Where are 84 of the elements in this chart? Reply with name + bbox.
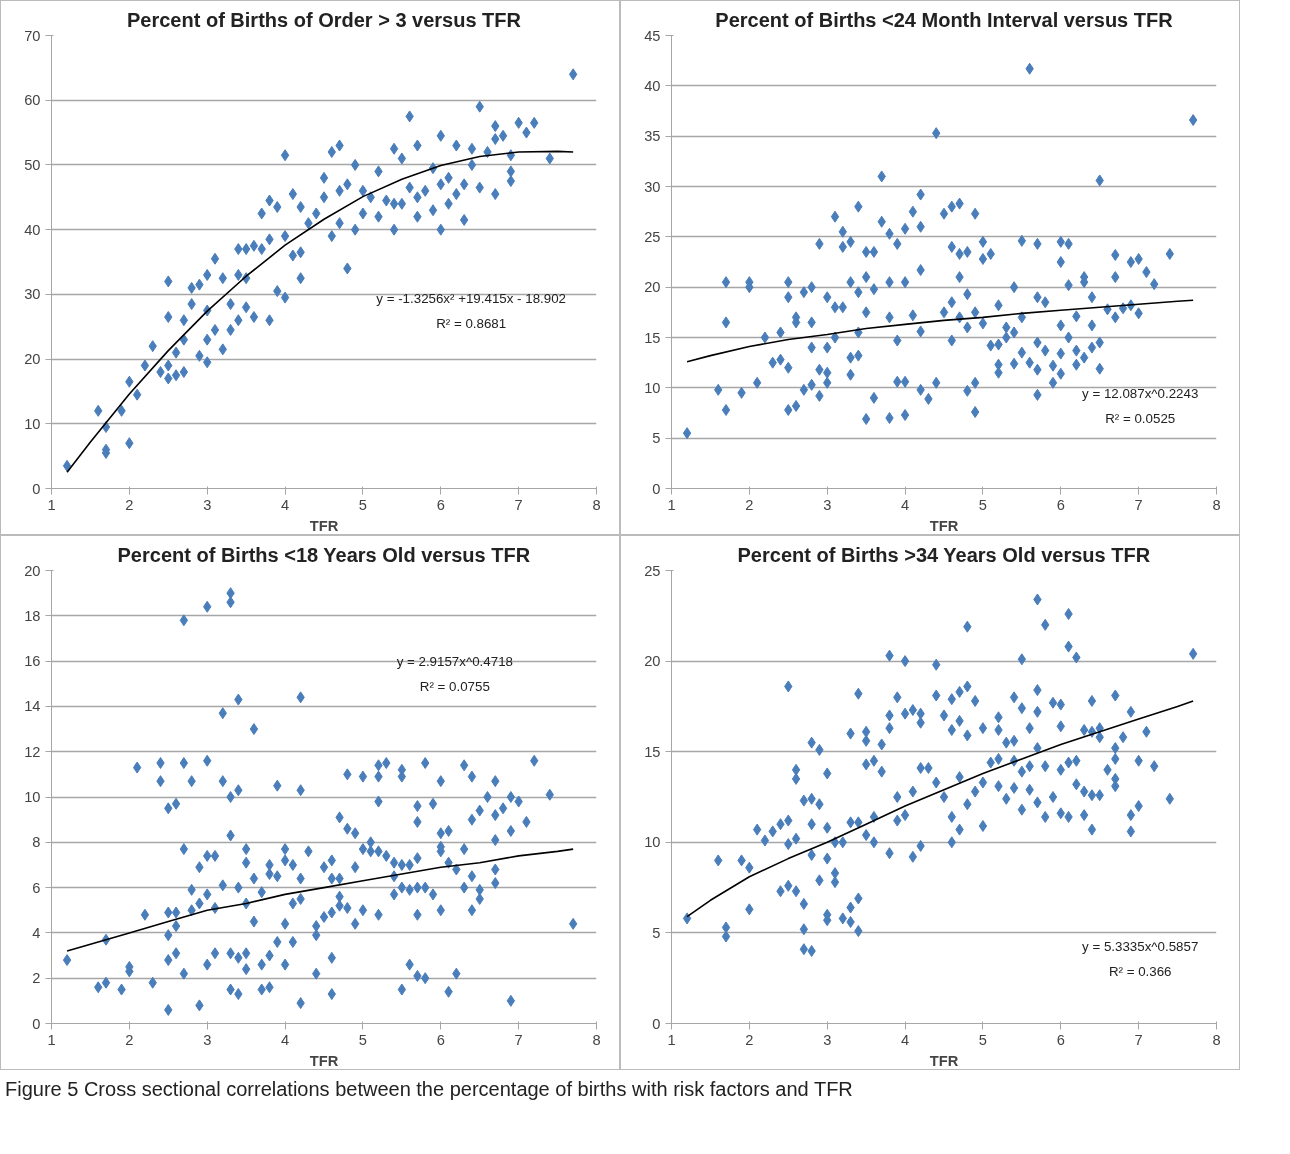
x-tick-label: 6 (1056, 1031, 1065, 1048)
annotation: R² = 0.0525 (1105, 410, 1176, 426)
y-tick-label: 4 (32, 924, 41, 941)
y-tick-label: 25 (644, 562, 661, 579)
y-tick-label: 30 (644, 178, 661, 195)
x-tick-label: 2 (125, 496, 134, 513)
y-tick-label: 50 (24, 156, 41, 173)
x-tick-label: 3 (203, 1031, 212, 1048)
y-tick-label: 10 (644, 834, 661, 851)
x-tick-label: 6 (1056, 496, 1065, 513)
x-tick-label: 2 (745, 1031, 754, 1048)
annotation: y = 5.3335x^0.5857 (1082, 938, 1199, 954)
x-tick-label: 7 (1134, 1031, 1143, 1048)
x-tick-label: 1 (47, 496, 56, 513)
y-tick-label: 40 (644, 77, 661, 94)
annotation: y = 2.9157x^0.4718 (396, 653, 513, 669)
x-tick-label: 2 (125, 1031, 134, 1048)
y-tick-label: 60 (24, 92, 41, 109)
x-tick-label: 4 (281, 1031, 290, 1048)
y-tick-label: 0 (32, 480, 41, 497)
chart-title: Percent of Births of Order > 3 versus TFR (127, 8, 522, 31)
y-tick-label: 0 (32, 1015, 41, 1032)
x-tick-label: 5 (358, 1031, 368, 1048)
y-tick-label: 18 (24, 607, 41, 624)
x-tick-label: 1 (667, 1031, 676, 1048)
chart-title: Percent of Births >34 Years Old versus TFR (737, 543, 1151, 566)
y-tick-label: 45 (644, 27, 661, 44)
x-tick-label: 4 (281, 496, 290, 513)
y-tick-label: 6 (32, 879, 41, 896)
chart-title: Percent of Births <18 Years Old versus TFR (117, 543, 531, 566)
annotation: R² = 0.8681 (436, 315, 507, 331)
y-tick-label: 5 (652, 924, 661, 941)
y-tick-label: 35 (644, 128, 661, 145)
annotation: y = -1.3256x² +19.415x - 18.902 (376, 290, 566, 306)
y-tick-label: 10 (644, 379, 661, 396)
x-tick-label: 8 (1212, 1031, 1221, 1048)
x-axis-title: TFR (309, 1052, 339, 1069)
x-tick-label: 1 (47, 1031, 56, 1048)
x-tick-label: 3 (203, 496, 212, 513)
x-tick-label: 1 (667, 496, 676, 513)
x-tick-label: 8 (592, 1031, 601, 1048)
x-tick-label: 7 (514, 1031, 523, 1048)
y-tick-label: 10 (24, 415, 41, 432)
y-tick-label: 12 (24, 743, 41, 760)
y-tick-label: 20 (24, 562, 41, 579)
x-tick-label: 3 (823, 496, 832, 513)
chart-title: Percent of Births <24 Month Interval versus TFR (715, 8, 1174, 31)
y-tick-label: 8 (32, 834, 41, 851)
y-tick-label: 5 (652, 430, 661, 447)
y-tick-label: 20 (644, 279, 661, 296)
x-axis-title: TFR (309, 517, 339, 534)
annotation: R² = 0.0755 (419, 678, 490, 694)
x-tick-label: 7 (514, 496, 523, 513)
x-tick-label: 8 (592, 496, 601, 513)
y-tick-label: 14 (24, 698, 41, 715)
y-tick-label: 20 (24, 351, 41, 368)
y-tick-label: 15 (644, 743, 661, 760)
y-tick-label: 20 (644, 653, 661, 670)
y-tick-label: 40 (24, 221, 41, 238)
x-tick-label: 5 (978, 496, 988, 513)
x-tick-label: 7 (1134, 496, 1143, 513)
x-tick-label: 2 (745, 496, 754, 513)
y-tick-label: 30 (24, 286, 41, 303)
y-tick-label: 16 (24, 653, 41, 670)
x-axis-title: TFR (929, 1052, 959, 1069)
y-tick-label: 15 (644, 329, 661, 346)
x-tick-label: 3 (823, 1031, 832, 1048)
x-tick-label: 6 (436, 496, 445, 513)
y-tick-label: 10 (24, 789, 41, 805)
x-axis-title: TFR (929, 517, 959, 534)
x-tick-label: 6 (436, 1031, 445, 1048)
x-tick-label: 4 (901, 496, 910, 513)
caption: Figure 5 Cross sectional correlations between the percentage of births with risk factors and TFR (5, 1077, 853, 1102)
y-tick-label: 2 (32, 970, 41, 987)
x-tick-label: 5 (358, 496, 368, 513)
x-tick-label: 4 (901, 1031, 910, 1048)
y-tick-label: 0 (652, 1015, 661, 1032)
x-tick-label: 8 (1212, 496, 1221, 513)
y-tick-label: 0 (652, 480, 661, 497)
y-tick-label: 25 (644, 228, 661, 245)
annotation: R² = 0.366 (1108, 963, 1172, 979)
annotation: y = 12.087x^0.2243 (1082, 385, 1199, 401)
y-tick-label: 70 (24, 27, 41, 44)
x-tick-label: 5 (978, 1031, 988, 1048)
